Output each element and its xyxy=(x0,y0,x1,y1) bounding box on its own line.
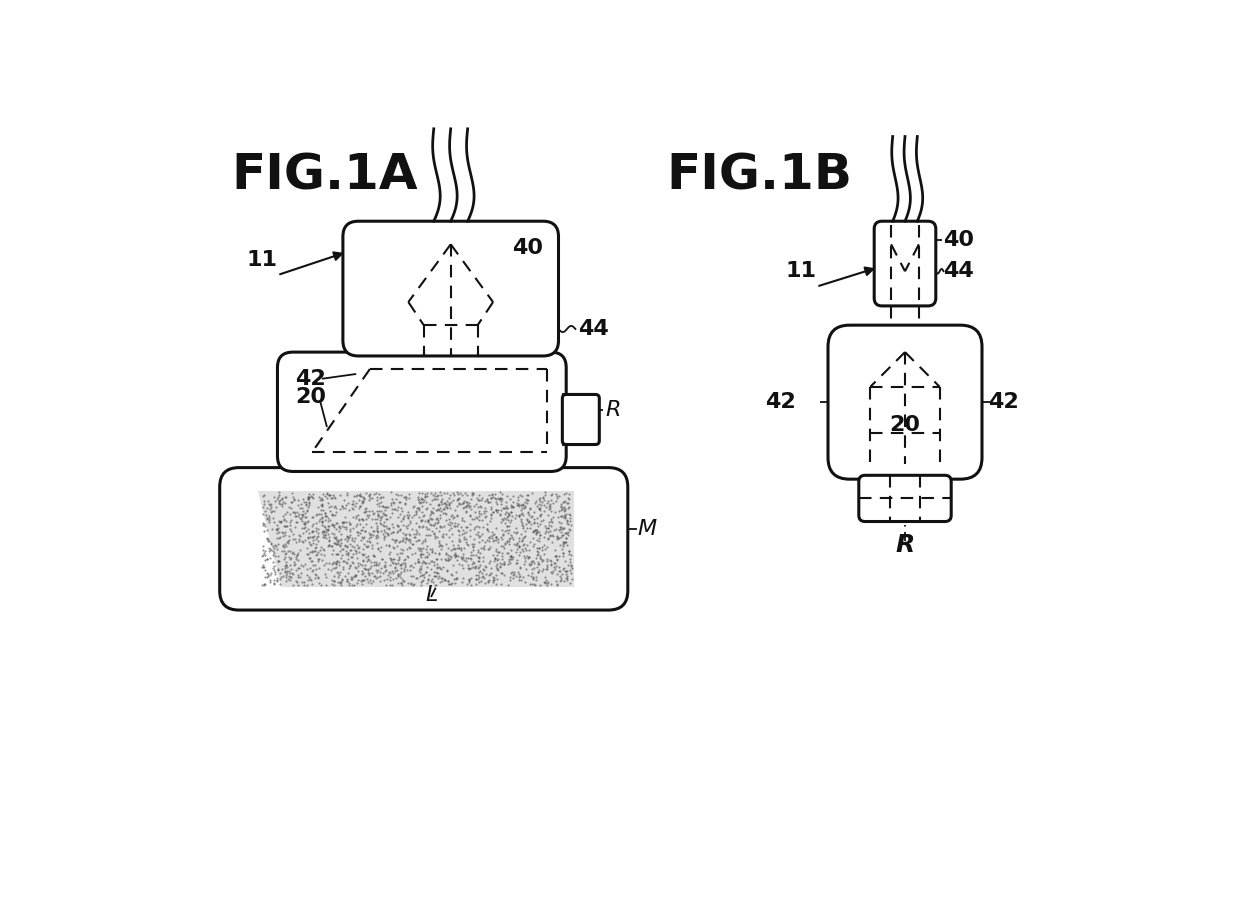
Text: R: R xyxy=(895,532,915,557)
Text: 44: 44 xyxy=(578,319,609,339)
Text: 44: 44 xyxy=(944,261,975,281)
Text: 20: 20 xyxy=(295,387,326,407)
Text: L: L xyxy=(425,584,438,604)
FancyBboxPatch shape xyxy=(219,467,627,610)
Text: 42: 42 xyxy=(765,393,796,412)
Text: 42: 42 xyxy=(295,369,326,389)
FancyBboxPatch shape xyxy=(859,476,951,521)
FancyBboxPatch shape xyxy=(563,394,599,445)
Text: FIG.1B: FIG.1B xyxy=(666,152,852,200)
Text: 40: 40 xyxy=(944,230,975,250)
Text: 20: 20 xyxy=(889,415,920,436)
Polygon shape xyxy=(258,490,574,587)
FancyBboxPatch shape xyxy=(874,221,936,306)
Text: 40: 40 xyxy=(512,238,543,258)
Text: 11: 11 xyxy=(786,261,817,281)
Text: 42: 42 xyxy=(988,393,1019,412)
FancyBboxPatch shape xyxy=(343,221,558,356)
FancyBboxPatch shape xyxy=(828,325,982,479)
Text: M: M xyxy=(637,519,656,540)
Text: 11: 11 xyxy=(247,250,278,269)
Text: FIG.1A: FIG.1A xyxy=(231,152,418,200)
Text: R: R xyxy=(605,400,621,420)
FancyBboxPatch shape xyxy=(278,352,567,471)
